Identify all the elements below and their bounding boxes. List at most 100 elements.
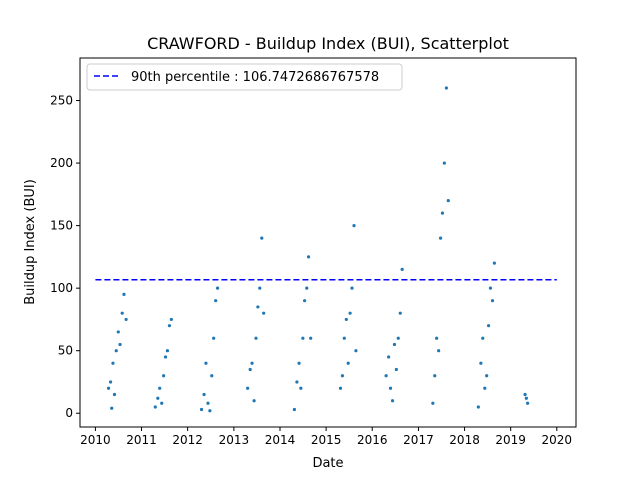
- data-points: [106, 86, 530, 413]
- data-point: [390, 399, 395, 403]
- y-axis-ticks: 0 50 100 150 200 250: [50, 94, 80, 420]
- chart-title: CRAWFORD - Buildup Index (BUI), Scatterp…: [147, 34, 509, 53]
- data-point: [309, 336, 313, 340]
- x-tick-label: 2013: [219, 433, 250, 447]
- y-tick-label: 150: [50, 219, 73, 233]
- x-tick-label: 2015: [311, 433, 342, 447]
- data-point: [204, 361, 208, 365]
- legend-box: [86, 63, 403, 91]
- data-point: [118, 342, 122, 347]
- data-point: [523, 392, 527, 397]
- data-point: [258, 286, 262, 290]
- data-point: [433, 374, 437, 378]
- data-point: [114, 349, 118, 353]
- data-point: [153, 405, 157, 409]
- x-tick-label: 2010: [80, 433, 111, 447]
- data-point: [120, 311, 124, 315]
- data-point: [524, 396, 528, 400]
- data-point: [212, 336, 216, 340]
- y-tick-label: 200: [50, 156, 73, 170]
- data-point: [208, 409, 212, 413]
- y-axis-label: Buildup Index (BUI): [23, 179, 38, 305]
- data-point: [338, 386, 343, 390]
- x-tick-label: 2017: [403, 433, 434, 447]
- data-point: [158, 386, 162, 390]
- x-tick-label: 2016: [357, 433, 388, 447]
- data-point: [122, 292, 126, 297]
- y-tick-label: 50: [58, 344, 73, 358]
- data-point: [156, 396, 160, 400]
- x-axis-ticks: 2010 2011 2012 2013 2014 2015 2016 2017 2018 2019…: [80, 427, 572, 447]
- data-point: [394, 367, 398, 372]
- data-point: [169, 317, 173, 322]
- data-point: [199, 407, 204, 412]
- data-point: [167, 324, 172, 328]
- data-point: [108, 380, 113, 384]
- data-point: [476, 405, 480, 409]
- data-point: [250, 361, 254, 365]
- plot-area-frame: [79, 57, 577, 428]
- data-point: [215, 286, 220, 290]
- x-tick-label: 2014: [265, 433, 296, 447]
- data-point: [252, 399, 256, 403]
- data-point: [301, 336, 305, 340]
- x-tick-label: 2011: [126, 433, 157, 447]
- data-point: [297, 361, 301, 365]
- data-point: [340, 374, 345, 378]
- data-point: [163, 355, 168, 359]
- data-point: [292, 407, 296, 412]
- legend-label: 90th percentile : 106.7472686767578: [131, 70, 379, 85]
- data-point: [248, 367, 252, 372]
- y-tick-label: 0: [65, 406, 73, 420]
- x-tick-label: 2020: [542, 433, 573, 447]
- x-tick-label: 2019: [495, 433, 526, 447]
- data-point: [299, 386, 303, 390]
- data-point: [488, 286, 493, 290]
- data-point: [392, 342, 397, 347]
- data-point: [106, 386, 111, 390]
- data-point: [388, 386, 393, 390]
- data-point: [254, 336, 258, 340]
- data-point: [352, 224, 356, 228]
- data-point: [479, 361, 483, 365]
- data-point: [262, 311, 266, 315]
- data-point: [400, 267, 404, 271]
- legend: 90th percentile : 106.7472686767578: [86, 63, 403, 91]
- data-point: [160, 401, 164, 405]
- data-point: [387, 355, 391, 359]
- data-point: [440, 211, 445, 215]
- data-point: [431, 401, 435, 405]
- data-point: [485, 374, 489, 378]
- data-point: [112, 392, 117, 397]
- data-point: [442, 161, 446, 165]
- data-point: [437, 349, 441, 353]
- data-point: [435, 336, 439, 340]
- data-point: [260, 236, 264, 240]
- data-point: [398, 311, 402, 315]
- data-point: [438, 236, 443, 240]
- data-point: [246, 386, 250, 390]
- data-point: [306, 255, 311, 259]
- data-point: [350, 286, 354, 290]
- data-point: [348, 311, 352, 315]
- data-point: [110, 406, 114, 410]
- y-tick-label: 100: [50, 281, 73, 295]
- data-point: [165, 349, 170, 353]
- x-tick-label: 2018: [449, 433, 480, 447]
- data-point: [486, 324, 491, 328]
- data-point: [124, 317, 128, 322]
- data-point: [346, 361, 350, 365]
- data-point: [444, 86, 448, 90]
- data-point: [202, 392, 206, 397]
- data-point: [483, 386, 487, 390]
- data-point: [111, 361, 115, 365]
- y-tick-label: 250: [50, 94, 73, 108]
- data-point: [344, 317, 348, 322]
- data-point: [481, 336, 485, 340]
- data-point: [396, 336, 400, 340]
- data-point: [303, 299, 307, 303]
- data-point: [210, 374, 214, 378]
- data-point: [214, 299, 218, 303]
- data-point: [116, 330, 120, 334]
